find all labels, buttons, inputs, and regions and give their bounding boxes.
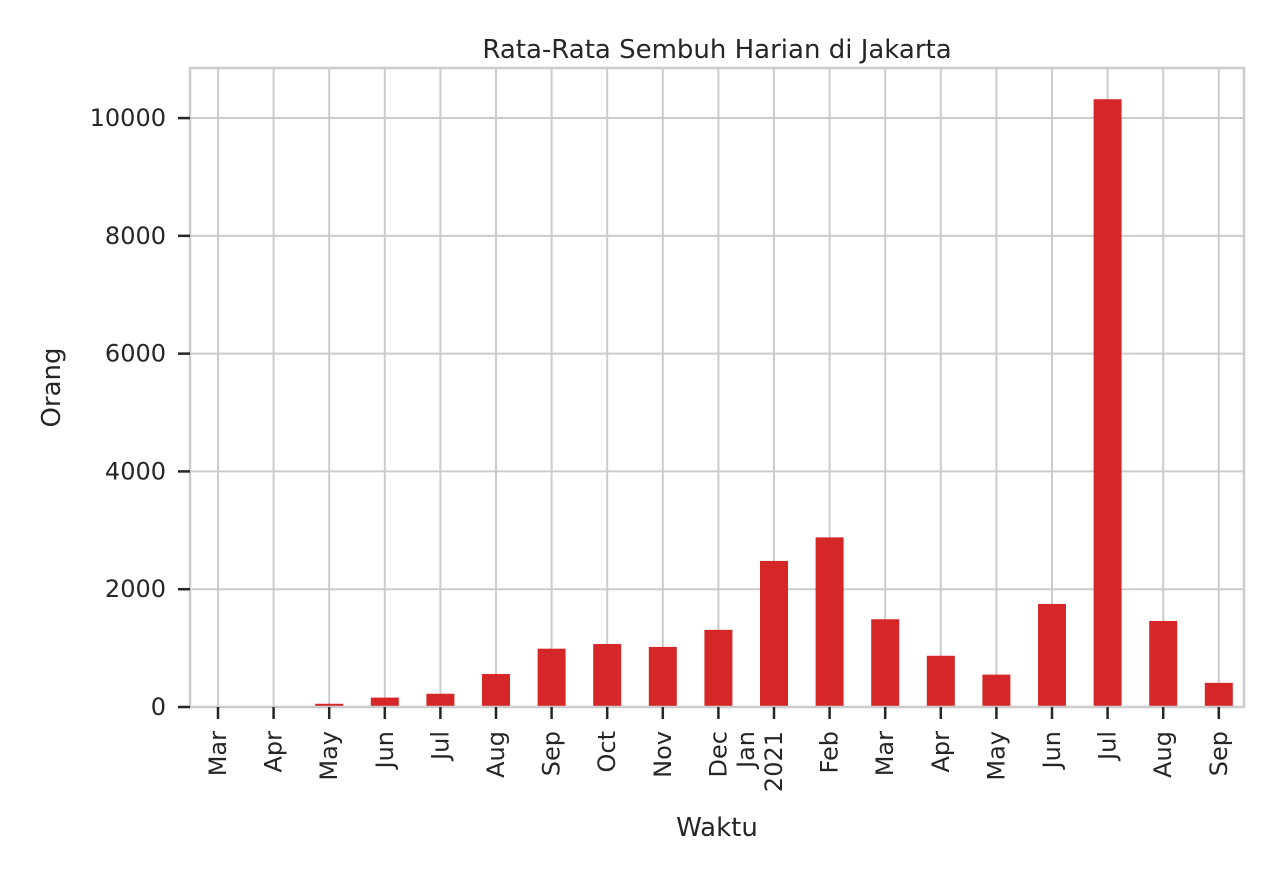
y-axis-ticks: 0 2000 4000 6000 8000 10000: [90, 104, 190, 721]
chart-title: Rata-Rata Sembuh Harian di Jakarta: [482, 35, 951, 65]
y-axis-title: Orang: [37, 347, 67, 427]
bar: [1093, 99, 1122, 708]
bar: [815, 537, 844, 707]
y-tick-label: 4000: [105, 457, 166, 485]
grid-lines: [190, 68, 1244, 708]
bar: [426, 693, 455, 707]
x-tick-label: Sep: [1205, 731, 1233, 776]
x-tick-label: Sep: [538, 731, 566, 776]
y-tick-label: 2000: [105, 575, 166, 603]
y-tick-label: 8000: [105, 222, 166, 250]
bar: [871, 619, 900, 707]
x-tick-label: Jun: [1038, 731, 1066, 771]
bar: [1038, 603, 1066, 707]
bar: [982, 674, 1011, 707]
y-tick-label: 0: [151, 693, 166, 721]
bar: [760, 560, 788, 707]
y-tick-label: 6000: [105, 340, 166, 368]
bars: [204, 99, 1233, 708]
x-tick-label: Apr: [927, 731, 955, 773]
x-tick-label: Apr: [260, 731, 288, 773]
x-tick-label: Jul: [1094, 731, 1122, 762]
x-tick-label: 2021: [760, 731, 788, 792]
x-axis-title: Waktu: [676, 813, 758, 843]
bar: [1149, 621, 1178, 707]
x-tick-label: Dec: [704, 731, 732, 777]
x-tick-label: Feb: [816, 731, 844, 774]
x-tick-label: Mar: [871, 731, 899, 776]
x-axis-ticks: Mar Apr May Jun Jul Aug Sep Oct Nov Dec Jan 2021 Feb…: [204, 707, 1233, 792]
x-tick-label: Oct: [593, 731, 621, 773]
x-tick-label: Jan: [732, 731, 760, 770]
x-tick-label: Mar: [204, 731, 232, 776]
bar: [593, 643, 622, 707]
bar: [704, 629, 733, 707]
x-tick-label: May: [982, 731, 1010, 781]
x-tick-label: Aug: [482, 731, 510, 778]
x-tick-label: Aug: [1149, 731, 1177, 778]
bar: [537, 648, 566, 707]
x-tick-label: Jul: [426, 731, 454, 762]
bar: [926, 655, 955, 707]
bar: [1204, 682, 1233, 707]
plot-frame: [188, 66, 1246, 709]
bar: [370, 697, 399, 707]
x-tick-label: May: [315, 731, 343, 781]
y-tick-label: 10000: [90, 104, 166, 132]
bar: [648, 646, 677, 707]
x-tick-label: Nov: [649, 731, 677, 778]
bar: [315, 703, 344, 707]
x-tick-label: Jun: [371, 731, 399, 771]
bar: [482, 674, 510, 707]
